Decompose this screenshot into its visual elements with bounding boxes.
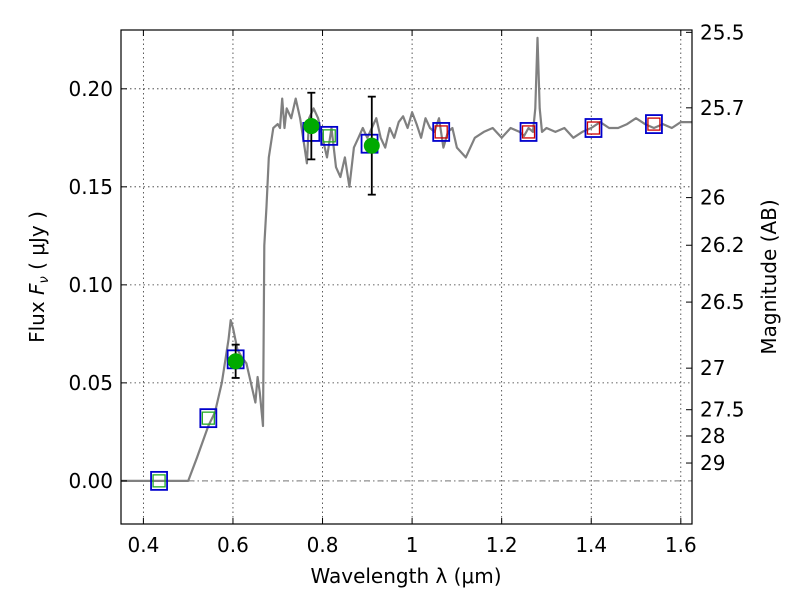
x-tick-label: 1.2 <box>486 533 518 557</box>
y-axis-label-unit: ( μJy ) <box>25 211 49 276</box>
y-axis-ticks: 0.00 0.05 0.10 0.15 0.20 <box>68 77 127 493</box>
model-band-marker <box>586 121 601 135</box>
x-tick-label: 0.4 <box>127 533 159 557</box>
x-tick-label: 0.8 <box>307 533 339 557</box>
right-tick-label: 26.2 <box>700 233 745 257</box>
observed-band-marker <box>519 122 538 142</box>
right-tick-label: 27.5 <box>700 398 745 422</box>
x-axis-ticks: 0.4 0.6 0.8 1 1.2 1.4 1.6 <box>127 30 697 557</box>
observed-band-marker <box>150 470 168 491</box>
model-band-marker <box>647 117 661 131</box>
spectrum-line <box>121 36 692 482</box>
y-axis-label: Flux Fν ( μJy ) <box>25 211 52 343</box>
x-tick-label: 1.6 <box>665 533 697 557</box>
model-band-marker <box>434 125 448 139</box>
y-tick-label: 0.20 <box>68 77 113 101</box>
model-band-marker <box>322 129 336 143</box>
y-tick-label: 0.15 <box>68 175 113 199</box>
x-tick-label: 1 <box>406 533 419 557</box>
observed-band-marker <box>645 114 663 134</box>
right-axis-label: Magnitude (AB) <box>757 199 781 354</box>
plot-area <box>121 36 692 491</box>
y-axis-label-symbol: F <box>25 283 49 295</box>
right-tick-label: 26 <box>700 186 725 210</box>
x-tick-label: 0.6 <box>217 533 249 557</box>
x-tick-label: 1.4 <box>575 533 607 557</box>
model-band-marker <box>201 411 215 425</box>
observed-band-marker <box>320 125 339 146</box>
y-axis-label-prefix: Flux <box>25 295 49 343</box>
detection-point <box>303 118 320 135</box>
right-tick-label: 28 <box>700 424 725 448</box>
right-tick-label: 27 <box>700 356 725 380</box>
observed-band-marker <box>584 118 603 138</box>
right-tick-label: 26.5 <box>700 290 745 314</box>
right-tick-label: 25.7 <box>700 96 745 120</box>
observed-band-marker <box>199 408 218 429</box>
model-band-marker <box>521 125 536 139</box>
model-band-marker <box>152 474 166 488</box>
x-axis-label: Wavelength λ (μm) <box>310 564 501 588</box>
y-axis-label-subscript: ν <box>37 276 52 283</box>
y-tick-label: 0.05 <box>68 371 113 395</box>
right-tick-label: 29 <box>700 451 725 475</box>
plot-frame <box>120 29 693 525</box>
detection-point <box>363 137 380 154</box>
y-tick-label: 0.10 <box>68 273 113 297</box>
right-tick-label: 25.5 <box>700 20 745 44</box>
detection-point <box>227 353 244 370</box>
y-tick-label: 0.00 <box>68 469 113 493</box>
right-axis-ticks: 25.5 25.7 26 26.2 26.5 27 27.528 29 <box>686 20 745 475</box>
observed-band-marker <box>432 122 451 142</box>
